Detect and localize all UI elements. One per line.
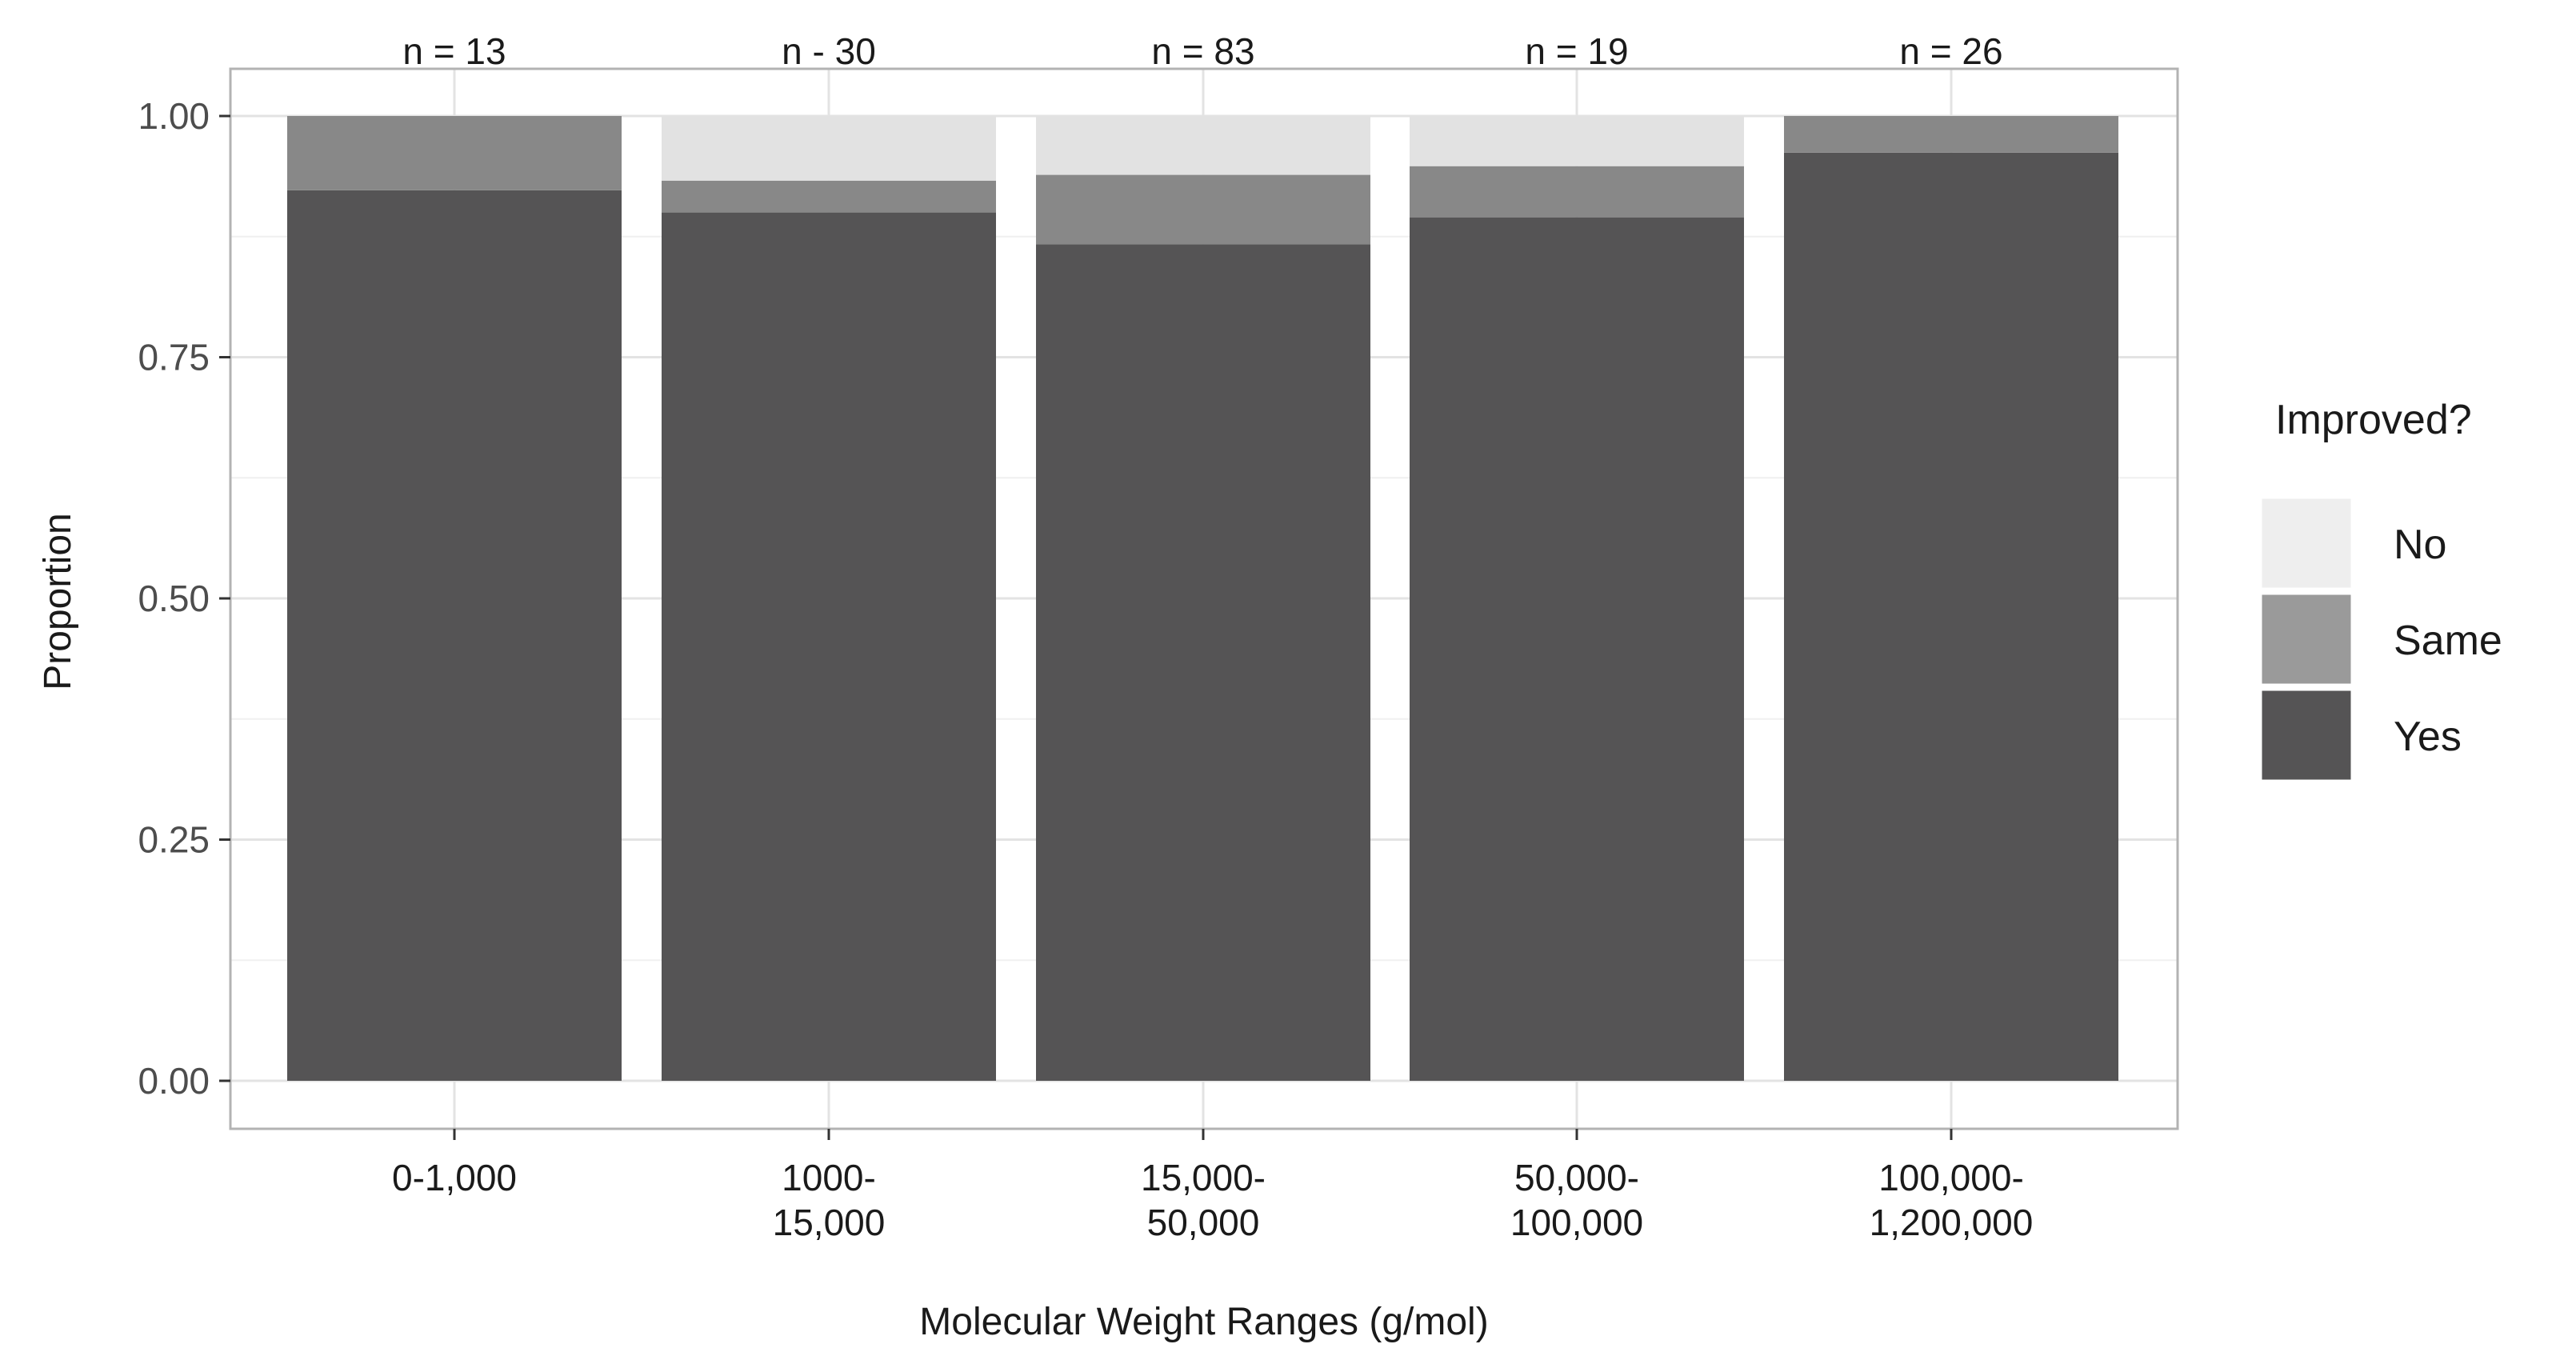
x-tick-label: 50,000-100,000 [1510,1157,1643,1243]
bar-segment-same-3 [1036,174,1370,245]
legend-key-same [2259,592,2354,686]
sample-size-label: n - 30 [782,30,876,72]
x-tick-label: 15,000-50,000 [1141,1157,1266,1243]
x-tick-label: 1000-15,000 [773,1157,886,1243]
x-tick-label: 100,000-1,200,000 [1870,1157,2034,1243]
bar-segment-same-1 [287,116,622,190]
bar-segment-same-5 [1784,116,2118,153]
y-tick-label: 0.00 [138,1060,210,1102]
bar-segment-yes-4 [1410,217,1744,1081]
bar-segment-yes-5 [1784,152,2118,1081]
legend-key-no [2259,496,2354,590]
x-tick-label: 0-1,000 [392,1157,517,1198]
legend-key-yes [2259,688,2354,782]
bar-segment-no-4 [1410,116,1744,166]
y-tick-label: 0.50 [138,578,210,619]
bar-segment-yes-3 [1036,244,1370,1082]
y-tick-label: 0.75 [138,337,210,378]
sample-size-label: n = 83 [1151,30,1254,72]
legend-label-same: Same [2394,618,2502,664]
bar-segment-no-2 [662,116,996,181]
y-tick-label: 1.00 [138,95,210,137]
legend-label-yes: Yes [2394,714,2462,760]
bar-segment-same-2 [662,180,996,213]
legend-title: Improved? [2275,397,2472,443]
bar-segment-no-3 [1036,116,1370,175]
bar-segment-yes-2 [662,212,996,1082]
sample-size-label: n = 19 [1525,30,1628,72]
bars [287,116,2118,1082]
y-axis-title: Proportion [37,513,79,690]
y-axis: 0.00 0.25 0.50 0.75 1.00 [138,95,230,1102]
bar-segment-same-4 [1410,166,1744,218]
x-axis: 0-1,000 1000-15,000 15,000-50,000 50,000-10… [392,1129,2033,1243]
n-labels: n = 13 n - 30 n = 83 n = 19 n = 26 [402,30,2002,72]
legend: Improved? No Same Yes [2259,397,2502,782]
sample-size-label: n = 13 [402,30,506,72]
x-axis-title: Molecular Weight Ranges (g/mol) [919,1301,1488,1343]
sample-size-label: n = 26 [1899,30,2002,72]
bar-segment-yes-1 [287,190,622,1081]
y-tick-label: 0.25 [138,819,210,861]
legend-label-no: No [2394,522,2446,568]
